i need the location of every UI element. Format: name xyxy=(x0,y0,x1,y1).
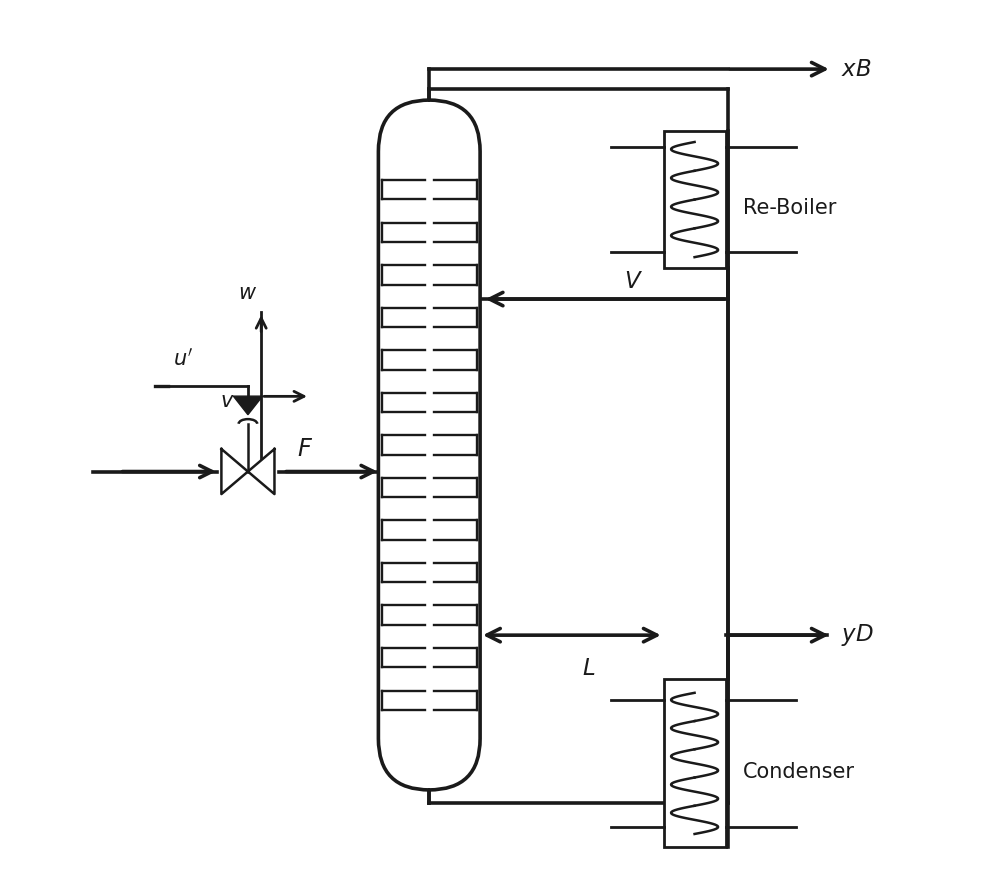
Bar xyxy=(664,679,726,847)
Text: $F$: $F$ xyxy=(297,437,313,461)
Text: $yD$: $yD$ xyxy=(841,622,873,648)
FancyBboxPatch shape xyxy=(378,100,480,790)
Polygon shape xyxy=(233,396,263,415)
Text: $V$: $V$ xyxy=(624,270,643,293)
Text: $L$: $L$ xyxy=(582,658,595,680)
Text: Condenser: Condenser xyxy=(743,762,855,782)
Text: $xB$: $xB$ xyxy=(841,58,871,81)
Text: $u'$: $u'$ xyxy=(173,348,193,369)
Text: $w$: $w$ xyxy=(238,284,257,303)
Polygon shape xyxy=(221,449,248,494)
Text: $v$: $v$ xyxy=(220,391,235,411)
Text: Re-Boiler: Re-Boiler xyxy=(743,198,837,218)
Polygon shape xyxy=(248,449,274,494)
Bar xyxy=(664,131,726,268)
